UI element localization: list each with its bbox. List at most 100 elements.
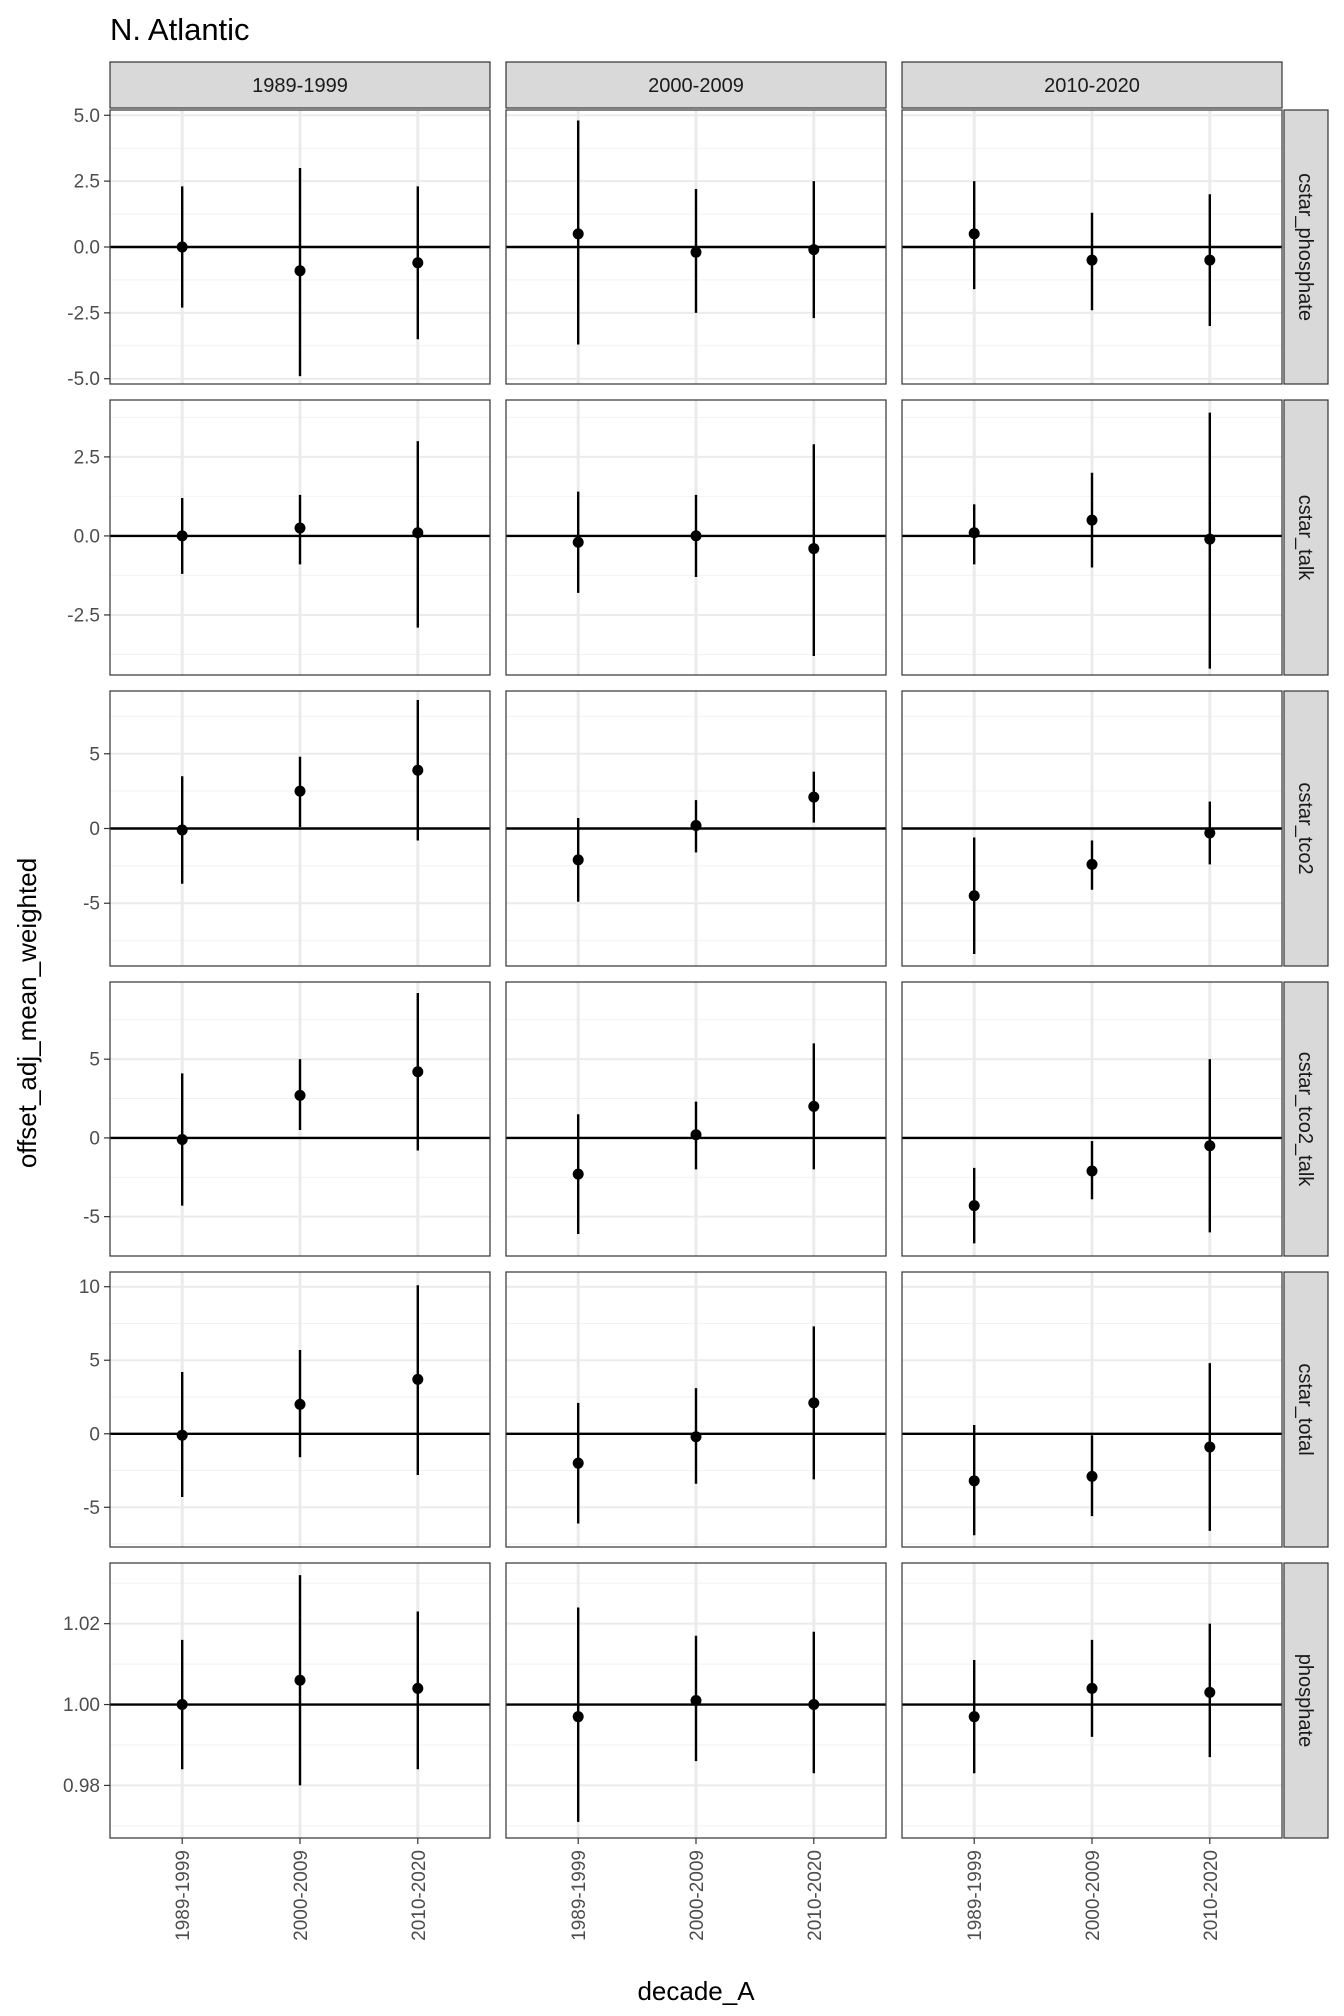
data-point [294, 785, 306, 797]
data-point [412, 764, 424, 776]
column-strip [505, 61, 887, 109]
panel-border [901, 690, 1283, 967]
row-strip-label: cstar_total [1294, 1363, 1316, 1455]
data-point [1204, 254, 1216, 266]
y-axis-title: offset_adj_mean_weighted [12, 858, 42, 1168]
y-tick-label: 5 [89, 1050, 100, 1071]
x-tick-label: 2010-2020 [805, 1850, 826, 1941]
data-point [808, 1699, 820, 1711]
data-point [808, 1397, 820, 1409]
panel-border [505, 109, 887, 385]
data-point [968, 890, 980, 902]
column-strip [109, 61, 491, 109]
data-point [1086, 1165, 1098, 1177]
data-point [968, 1200, 980, 1212]
y-tick-label: 0.98 [63, 1776, 100, 1797]
data-point [1086, 1470, 1098, 1482]
y-tick-label: -5 [83, 894, 100, 915]
panel-border [109, 981, 491, 1257]
data-point [690, 530, 702, 542]
data-point [1204, 1686, 1216, 1698]
row-strip-label: cstar_phosphate [1294, 173, 1316, 321]
y-tick-label: 0 [89, 819, 100, 840]
y-tick-label: -5 [83, 1498, 100, 1519]
panel-border [901, 109, 1283, 385]
data-point [690, 1431, 702, 1443]
panel-border [109, 399, 491, 676]
y-tick-label: 0.0 [74, 238, 100, 259]
y-tick-label: 5 [89, 744, 100, 765]
data-point [572, 536, 584, 548]
y-tick-label: 0 [89, 1128, 100, 1149]
data-point [412, 527, 424, 539]
panel-border [901, 981, 1283, 1257]
row-strip [1283, 399, 1329, 676]
data-point [690, 820, 702, 832]
data-point [808, 791, 820, 803]
data-point [176, 1133, 188, 1145]
row-strip [1283, 1562, 1329, 1839]
data-point [176, 530, 188, 542]
row-strip [1283, 109, 1329, 385]
data-point [572, 854, 584, 866]
data-point [968, 527, 980, 539]
column-strip-label: 2010-2020 [1044, 75, 1140, 97]
data-point [176, 241, 188, 253]
row-strip [1283, 1271, 1329, 1548]
x-axis-title: decade_A [637, 1976, 755, 2006]
data-point [690, 1695, 702, 1706]
row-strip-label: phosphate [1294, 1654, 1316, 1747]
column-strip-label: 2000-2009 [648, 75, 744, 97]
data-point [176, 1699, 188, 1711]
data-point [1086, 254, 1098, 266]
y-tick-label: 5.0 [74, 106, 100, 127]
facet-panels: 1989-1999 2000-2009 2010-2020 cstar_phospha… [63, 61, 1329, 1941]
data-point [294, 1398, 306, 1410]
row-strip-label: cstar_tco2_talk [1294, 1052, 1316, 1188]
data-point [808, 543, 820, 555]
panel-border [505, 981, 887, 1257]
data-point [1086, 1682, 1098, 1694]
row-strip-label: cstar_talk [1294, 495, 1316, 582]
data-point [294, 1089, 306, 1101]
data-point [690, 1129, 702, 1141]
panel-border [901, 1271, 1283, 1548]
y-tick-label: 1.00 [63, 1695, 100, 1716]
panel-border [505, 399, 887, 676]
y-tick-label: 0.0 [74, 526, 100, 547]
y-tick-label: -5 [83, 1207, 100, 1228]
column-strip [901, 61, 1283, 109]
data-point [1086, 514, 1098, 526]
x-tick-label: 2000-2009 [291, 1850, 312, 1941]
data-point [968, 228, 980, 240]
data-point [690, 246, 702, 258]
panel-border [109, 109, 491, 385]
data-point [1204, 827, 1216, 839]
data-point [572, 1168, 584, 1180]
data-point [808, 1100, 820, 1112]
data-point [176, 824, 188, 836]
data-point [294, 265, 306, 277]
chart-title: N. Atlantic [110, 12, 250, 47]
data-point [1204, 1140, 1216, 1152]
panel-border [109, 690, 491, 967]
y-tick-label: 2.5 [74, 447, 100, 468]
panel-border [505, 1271, 887, 1548]
y-tick-label: -5.0 [67, 369, 100, 390]
x-tick-label: 1989-1999 [569, 1850, 590, 1941]
data-point [572, 228, 584, 240]
data-point [176, 1429, 188, 1441]
y-tick-label: -2.5 [67, 605, 100, 626]
y-tick-label: 2.5 [74, 172, 100, 193]
data-point [572, 1711, 584, 1723]
row-strip [1283, 981, 1329, 1257]
x-tick-label: 1989-1999 [173, 1850, 194, 1941]
data-point [294, 522, 306, 534]
x-tick-label: 1989-1999 [965, 1850, 986, 1941]
data-point [412, 1066, 424, 1078]
data-point [968, 1711, 980, 1723]
x-tick-label: 2000-2009 [687, 1850, 708, 1941]
y-tick-label: -2.5 [67, 303, 100, 324]
row-strip-label: cstar_tco2 [1294, 782, 1316, 874]
x-tick-label: 2000-2009 [1083, 1850, 1104, 1941]
